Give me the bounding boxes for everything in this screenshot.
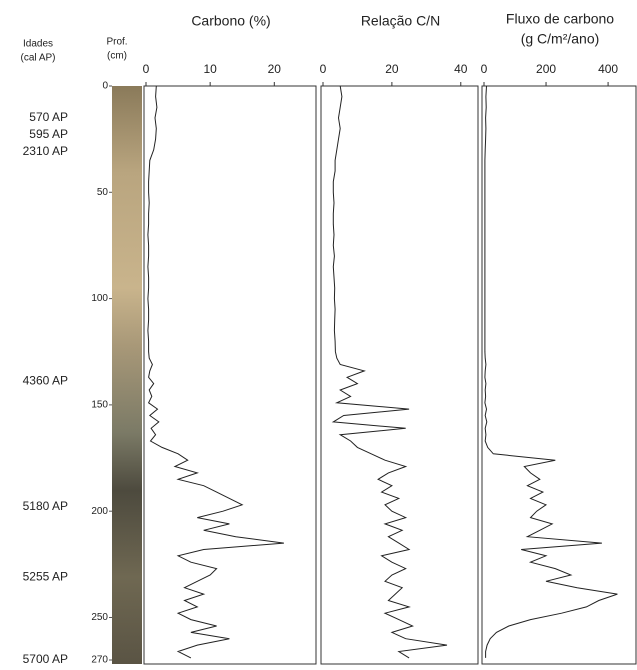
depth-tick-label: 0	[102, 81, 108, 92]
depth-unit: (cm)	[107, 51, 127, 62]
depth-tick-label: 270	[91, 655, 108, 666]
age-label: 595 AP	[29, 127, 68, 141]
panel-frame	[143, 85, 317, 665]
panel-title: Carbono (%)	[191, 13, 270, 29]
panel-title: Relação C/N	[361, 13, 440, 29]
age-label: 2310 AP	[23, 144, 68, 158]
depth-title: Prof.	[106, 37, 127, 48]
x-tick-label: 20	[385, 62, 399, 76]
panel-frame	[320, 85, 479, 665]
x-tick-label: 400	[598, 62, 618, 76]
core-photo	[112, 86, 142, 664]
age-label: 570 AP	[29, 110, 68, 124]
depth-tick-label: 150	[91, 400, 108, 411]
age-unit: (cal AP)	[20, 53, 55, 64]
x-tick-label: 40	[454, 62, 468, 76]
profile-line	[147, 85, 284, 659]
age-label: 5700 AP	[23, 652, 68, 666]
x-tick-label: 20	[268, 62, 282, 76]
depth-tick-label: 250	[91, 612, 108, 623]
panel-title: Fluxo de carbono	[506, 11, 614, 27]
x-tick-label: 0	[320, 62, 327, 76]
depth-tick-label: 100	[91, 293, 108, 304]
depth-tick-label: 50	[97, 187, 109, 198]
profile-line	[484, 85, 618, 658]
age-label: 5180 AP	[23, 499, 68, 513]
depth-tick-label: 200	[91, 506, 108, 517]
x-tick-label: 0	[143, 62, 150, 76]
x-tick-label: 200	[536, 62, 556, 76]
x-tick-label: 0	[481, 62, 488, 76]
panel-unit: (g C/m²/ano)	[521, 31, 600, 47]
age-label: 5255 AP	[23, 569, 68, 583]
profile-line	[331, 85, 448, 659]
x-tick-label: 10	[203, 62, 217, 76]
age-title: Idades	[23, 39, 53, 50]
age-label: 4360 AP	[23, 374, 68, 388]
panel-frame	[481, 85, 637, 665]
